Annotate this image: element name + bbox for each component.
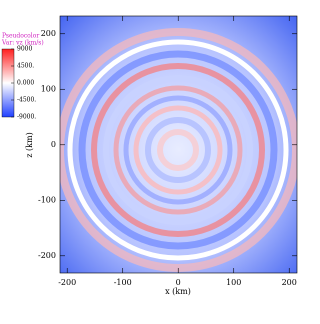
y-axis-label: z (km) xyxy=(25,132,34,157)
legend-title: Pseudocolor xyxy=(2,33,39,40)
colorbar-label: -4500. xyxy=(17,97,36,104)
y-tick-label: 0 xyxy=(51,140,56,149)
field xyxy=(60,16,297,273)
chart: Pseudocolor Var: vz (km/s) x (km) z (km)… xyxy=(1,15,298,296)
colorbar-label: 4500. xyxy=(17,63,34,70)
x-tick-label: 100 xyxy=(226,278,241,287)
colorbar-label: 0.000 xyxy=(17,80,34,87)
x-tick-label: -200 xyxy=(58,278,76,287)
y-tick-label: -200 xyxy=(38,251,56,260)
variable-label: Var: vz (km/s) xyxy=(1,40,44,47)
colorbar-label: -9000. xyxy=(17,114,36,121)
colorbar-label: 9000 xyxy=(17,46,32,53)
y-tick-label: 200 xyxy=(41,29,56,38)
x-axis-label: x (km) xyxy=(165,287,191,296)
x-tick-label: 0 xyxy=(176,278,181,287)
y-tick-label: -100 xyxy=(38,195,56,204)
x-tick-label: 200 xyxy=(282,278,297,287)
y-tick-label: 100 xyxy=(41,84,56,93)
x-tick-label: -100 xyxy=(114,278,132,287)
